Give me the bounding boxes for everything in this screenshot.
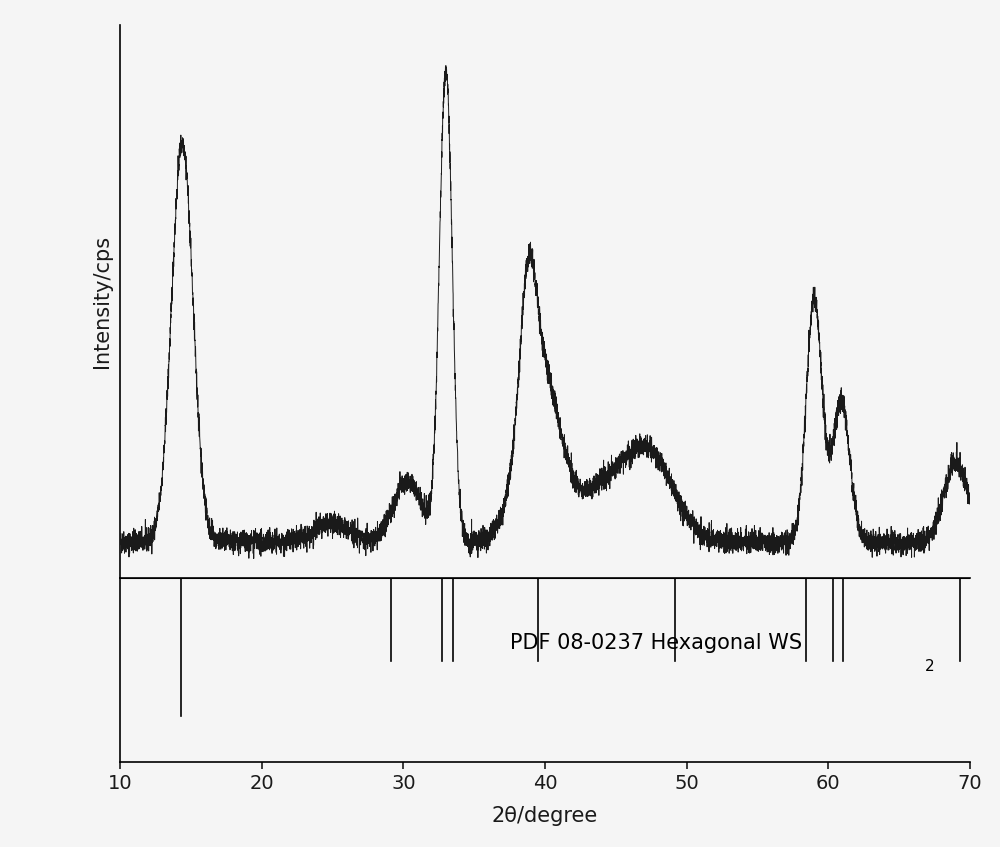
Text: 2: 2 <box>925 659 934 674</box>
Text: 2θ/degree: 2θ/degree <box>492 805 598 826</box>
Y-axis label: Intensity/cps: Intensity/cps <box>92 235 112 368</box>
Text: PDF 08-0237 Hexagonal WS: PDF 08-0237 Hexagonal WS <box>510 633 802 652</box>
